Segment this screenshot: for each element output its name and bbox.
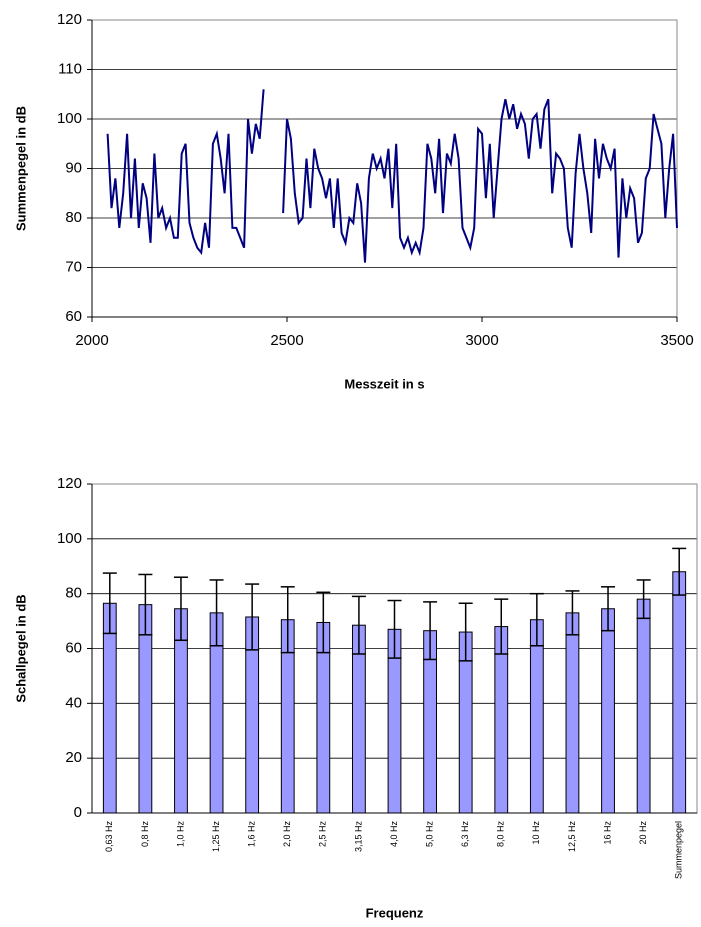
error-bar <box>387 599 402 659</box>
error-bar <box>245 583 260 651</box>
error-bar <box>529 592 544 647</box>
x-tick-label: Summenpegel <box>674 821 684 879</box>
error-bar <box>458 602 473 662</box>
error-bar <box>209 579 224 647</box>
x-tick-label: 5,0 Hz <box>424 821 434 848</box>
y-tick-label: 0 <box>74 804 82 821</box>
x-tick-label: 16 Hz <box>602 821 612 845</box>
error-bar <box>316 591 331 654</box>
y-tick-label: 40 <box>65 694 82 711</box>
y-tick-label: 70 <box>65 258 82 275</box>
y-tick-label: 110 <box>58 60 82 77</box>
y-tick-label: 60 <box>65 639 82 656</box>
y-axis-title: Schallpegel in dB <box>13 594 28 702</box>
bar <box>672 571 687 814</box>
error-bar <box>601 586 616 632</box>
x-tick-label: 3,15 Hz <box>353 821 363 853</box>
x-tick-label: 0,63 Hz <box>104 821 114 853</box>
x-tick-label: 8,0 Hz <box>496 821 506 848</box>
error-bar <box>565 590 580 636</box>
x-tick-label: 1,25 Hz <box>211 821 221 853</box>
y-axis-title: Summenpegel in dB <box>13 106 28 231</box>
x-axis-title: Messzeit in s <box>344 376 424 391</box>
y-tick-label: 20 <box>65 749 82 766</box>
error-bar <box>672 547 687 596</box>
y-tick-label: 100 <box>57 110 82 127</box>
error-bar <box>138 573 153 636</box>
x-tick-label: 1,6 Hz <box>247 821 257 848</box>
error-bar <box>351 595 366 655</box>
x-tick-label: 3000 <box>465 332 498 349</box>
x-tick-label: 0,8 Hz <box>140 821 150 848</box>
bar <box>601 608 615 814</box>
y-tick-label: 90 <box>65 159 82 176</box>
data-line <box>106 89 678 263</box>
bar <box>102 602 117 814</box>
x-tick-label: 2500 <box>270 332 303 349</box>
y-tick-label: 120 <box>57 11 82 28</box>
bar <box>138 604 153 814</box>
x-axis-title: Frequenz <box>366 905 424 920</box>
bar <box>529 619 544 814</box>
x-tick-label: 4,0 Hz <box>389 821 399 848</box>
x-tick-label: 10 Hz <box>531 821 541 845</box>
x-tick-label: 2000 <box>75 332 108 349</box>
x-tick-label: 1,0 Hz <box>175 821 185 848</box>
error-bar <box>280 586 295 654</box>
bar <box>636 598 651 814</box>
error-bar <box>636 579 651 620</box>
x-tick-label: 3500 <box>660 332 693 349</box>
error-bar <box>494 598 509 655</box>
error-bar <box>423 601 438 661</box>
error-bar <box>173 576 188 642</box>
x-tick-label: 12,5 Hz <box>567 821 577 853</box>
error-bar <box>102 572 117 635</box>
x-tick-label: 6,3 Hz <box>460 821 470 848</box>
x-tick-label: 2,5 Hz <box>318 821 328 848</box>
y-tick-label: 80 <box>65 209 82 226</box>
y-tick-label: 60 <box>65 308 82 325</box>
x-tick-label: 20 Hz <box>638 821 648 845</box>
y-tick-label: 80 <box>65 585 82 602</box>
y-tick-label: 100 <box>57 530 82 547</box>
y-tick-label: 120 <box>57 475 82 492</box>
x-tick-label: 2,0 Hz <box>282 821 292 848</box>
bar <box>565 612 580 814</box>
